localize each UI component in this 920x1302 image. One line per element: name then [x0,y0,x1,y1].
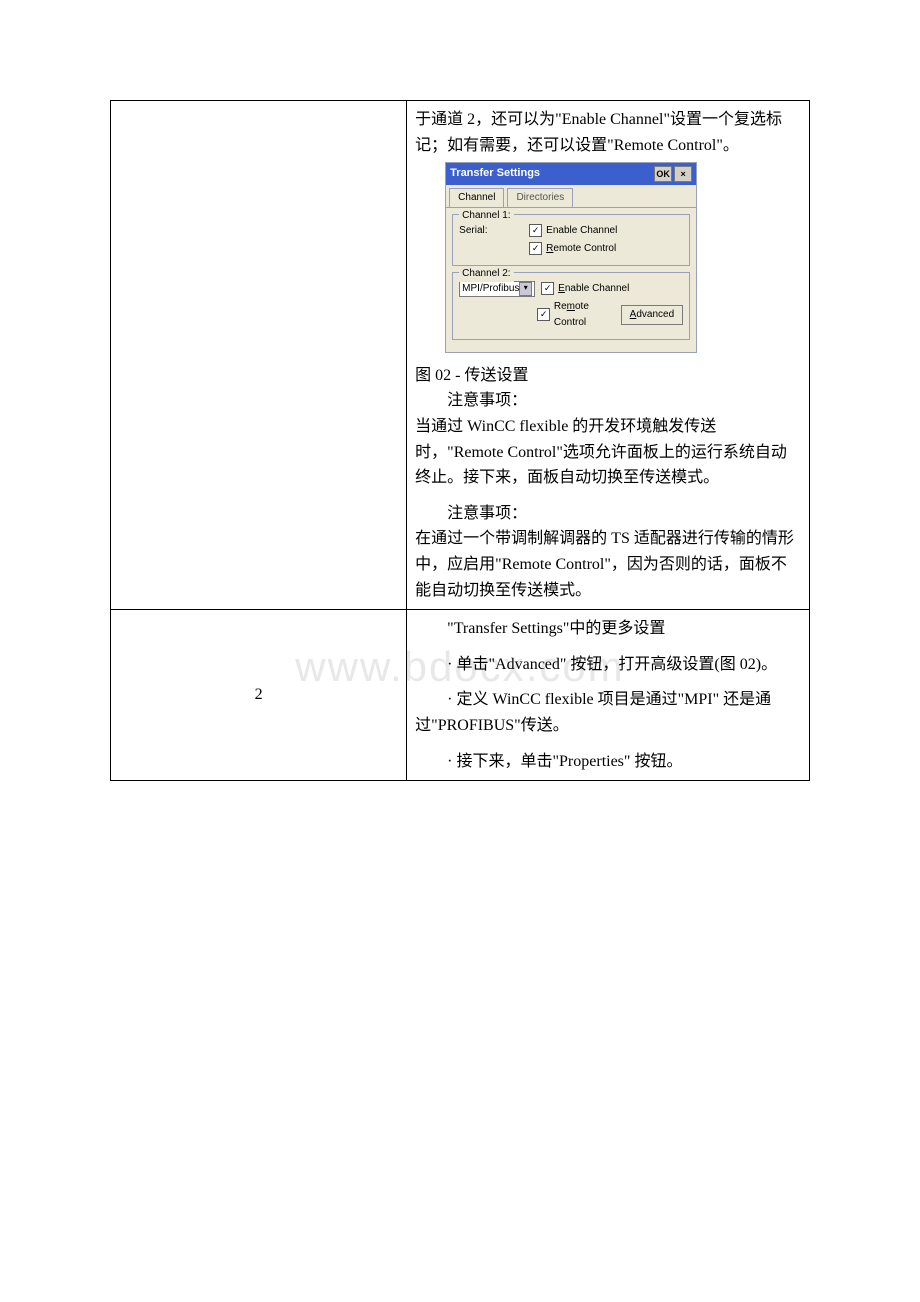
group-channel1-title: Channel 1: [459,208,513,224]
checkbox-enable-ch1[interactable]: ✓ [529,224,542,237]
checkbox-remote-ch2[interactable]: ✓ [537,308,549,321]
cell-right-1: 于通道 2，还可以为"Enable Channel"设置一个复选标记；如有需要，… [407,101,810,610]
note-title: 注意事项： [415,501,801,527]
close-icon[interactable]: × [674,166,692,182]
paragraph: · 定义 WinCC flexible 项目是通过"MPI" 还是通过"PROF… [415,687,801,738]
label-enable-ch2: Enable Channel [558,281,629,297]
group-channel2: Channel 2: MPI/Profibus ▾ ✓ Enable Chann… [452,272,690,340]
checkbox-remote-ch1[interactable]: ✓ [529,242,542,255]
paragraph: 当通过 WinCC flexible 的开发环境触发传送时，"Remote Co… [415,414,801,491]
dialog-title: Transfer Settings [450,165,540,183]
figure-label: 图 02 - 传送设置 [415,363,801,389]
chevron-down-icon: ▾ [519,282,532,296]
tab-directories[interactable]: Directories [507,188,573,207]
paragraph: · 单击"Advanced" 按钮，打开高级设置(图 02)。 [415,652,801,678]
dialog-tabs: Channel Directories [446,185,696,208]
label-remote-ch1: Remote Control [546,241,616,257]
dialog-body: Channel 1: Serial: ✓ Enable Channel ✓ Re… [446,208,696,352]
label-remote-ch2: Remote Control [554,299,621,331]
ok-button[interactable]: OK [654,166,672,182]
paragraph: · 接下来，单击"Properties" 按钮。 [415,749,801,775]
cell-right-2: "Transfer Settings"中的更多设置 · 单击"Advanced"… [407,610,810,781]
dialog-titlebar: Transfer Settings OK × [446,163,696,185]
select-value: MPI/Profibus [462,281,519,297]
paragraph: 于通道 2，还可以为"Enable Channel"设置一个复选标记；如有需要，… [415,107,801,158]
advanced-button[interactable]: Advanced [621,305,683,325]
table-row: 于通道 2，还可以为"Enable Channel"设置一个复选标记；如有需要，… [111,101,810,610]
table-row: 2 "Transfer Settings"中的更多设置 · 单击"Advance… [111,610,810,781]
content-table: 于通道 2，还可以为"Enable Channel"设置一个复选标记；如有需要，… [110,100,810,781]
cell-left-1 [111,101,407,610]
paragraph: 在通过一个带调制解调器的 TS 适配器进行传输的情形中，应启用"Remote C… [415,526,801,603]
note-title: 注意事项： [415,388,801,414]
checkbox-enable-ch2[interactable]: ✓ [541,282,554,295]
paragraph: "Transfer Settings"中的更多设置 [415,616,801,642]
group-channel1: Channel 1: Serial: ✓ Enable Channel ✓ Re… [452,214,690,266]
tab-channel[interactable]: Channel [449,188,504,207]
label-serial: Serial: [459,223,529,239]
transfer-settings-dialog: Transfer Settings OK × Channel Directori… [445,162,697,353]
group-channel2-title: Channel 2: [459,266,513,282]
label-enable-ch1: Enable Channel [546,223,617,239]
cell-left-2: 2 [111,610,407,781]
select-protocol[interactable]: MPI/Profibus ▾ [459,281,535,297]
